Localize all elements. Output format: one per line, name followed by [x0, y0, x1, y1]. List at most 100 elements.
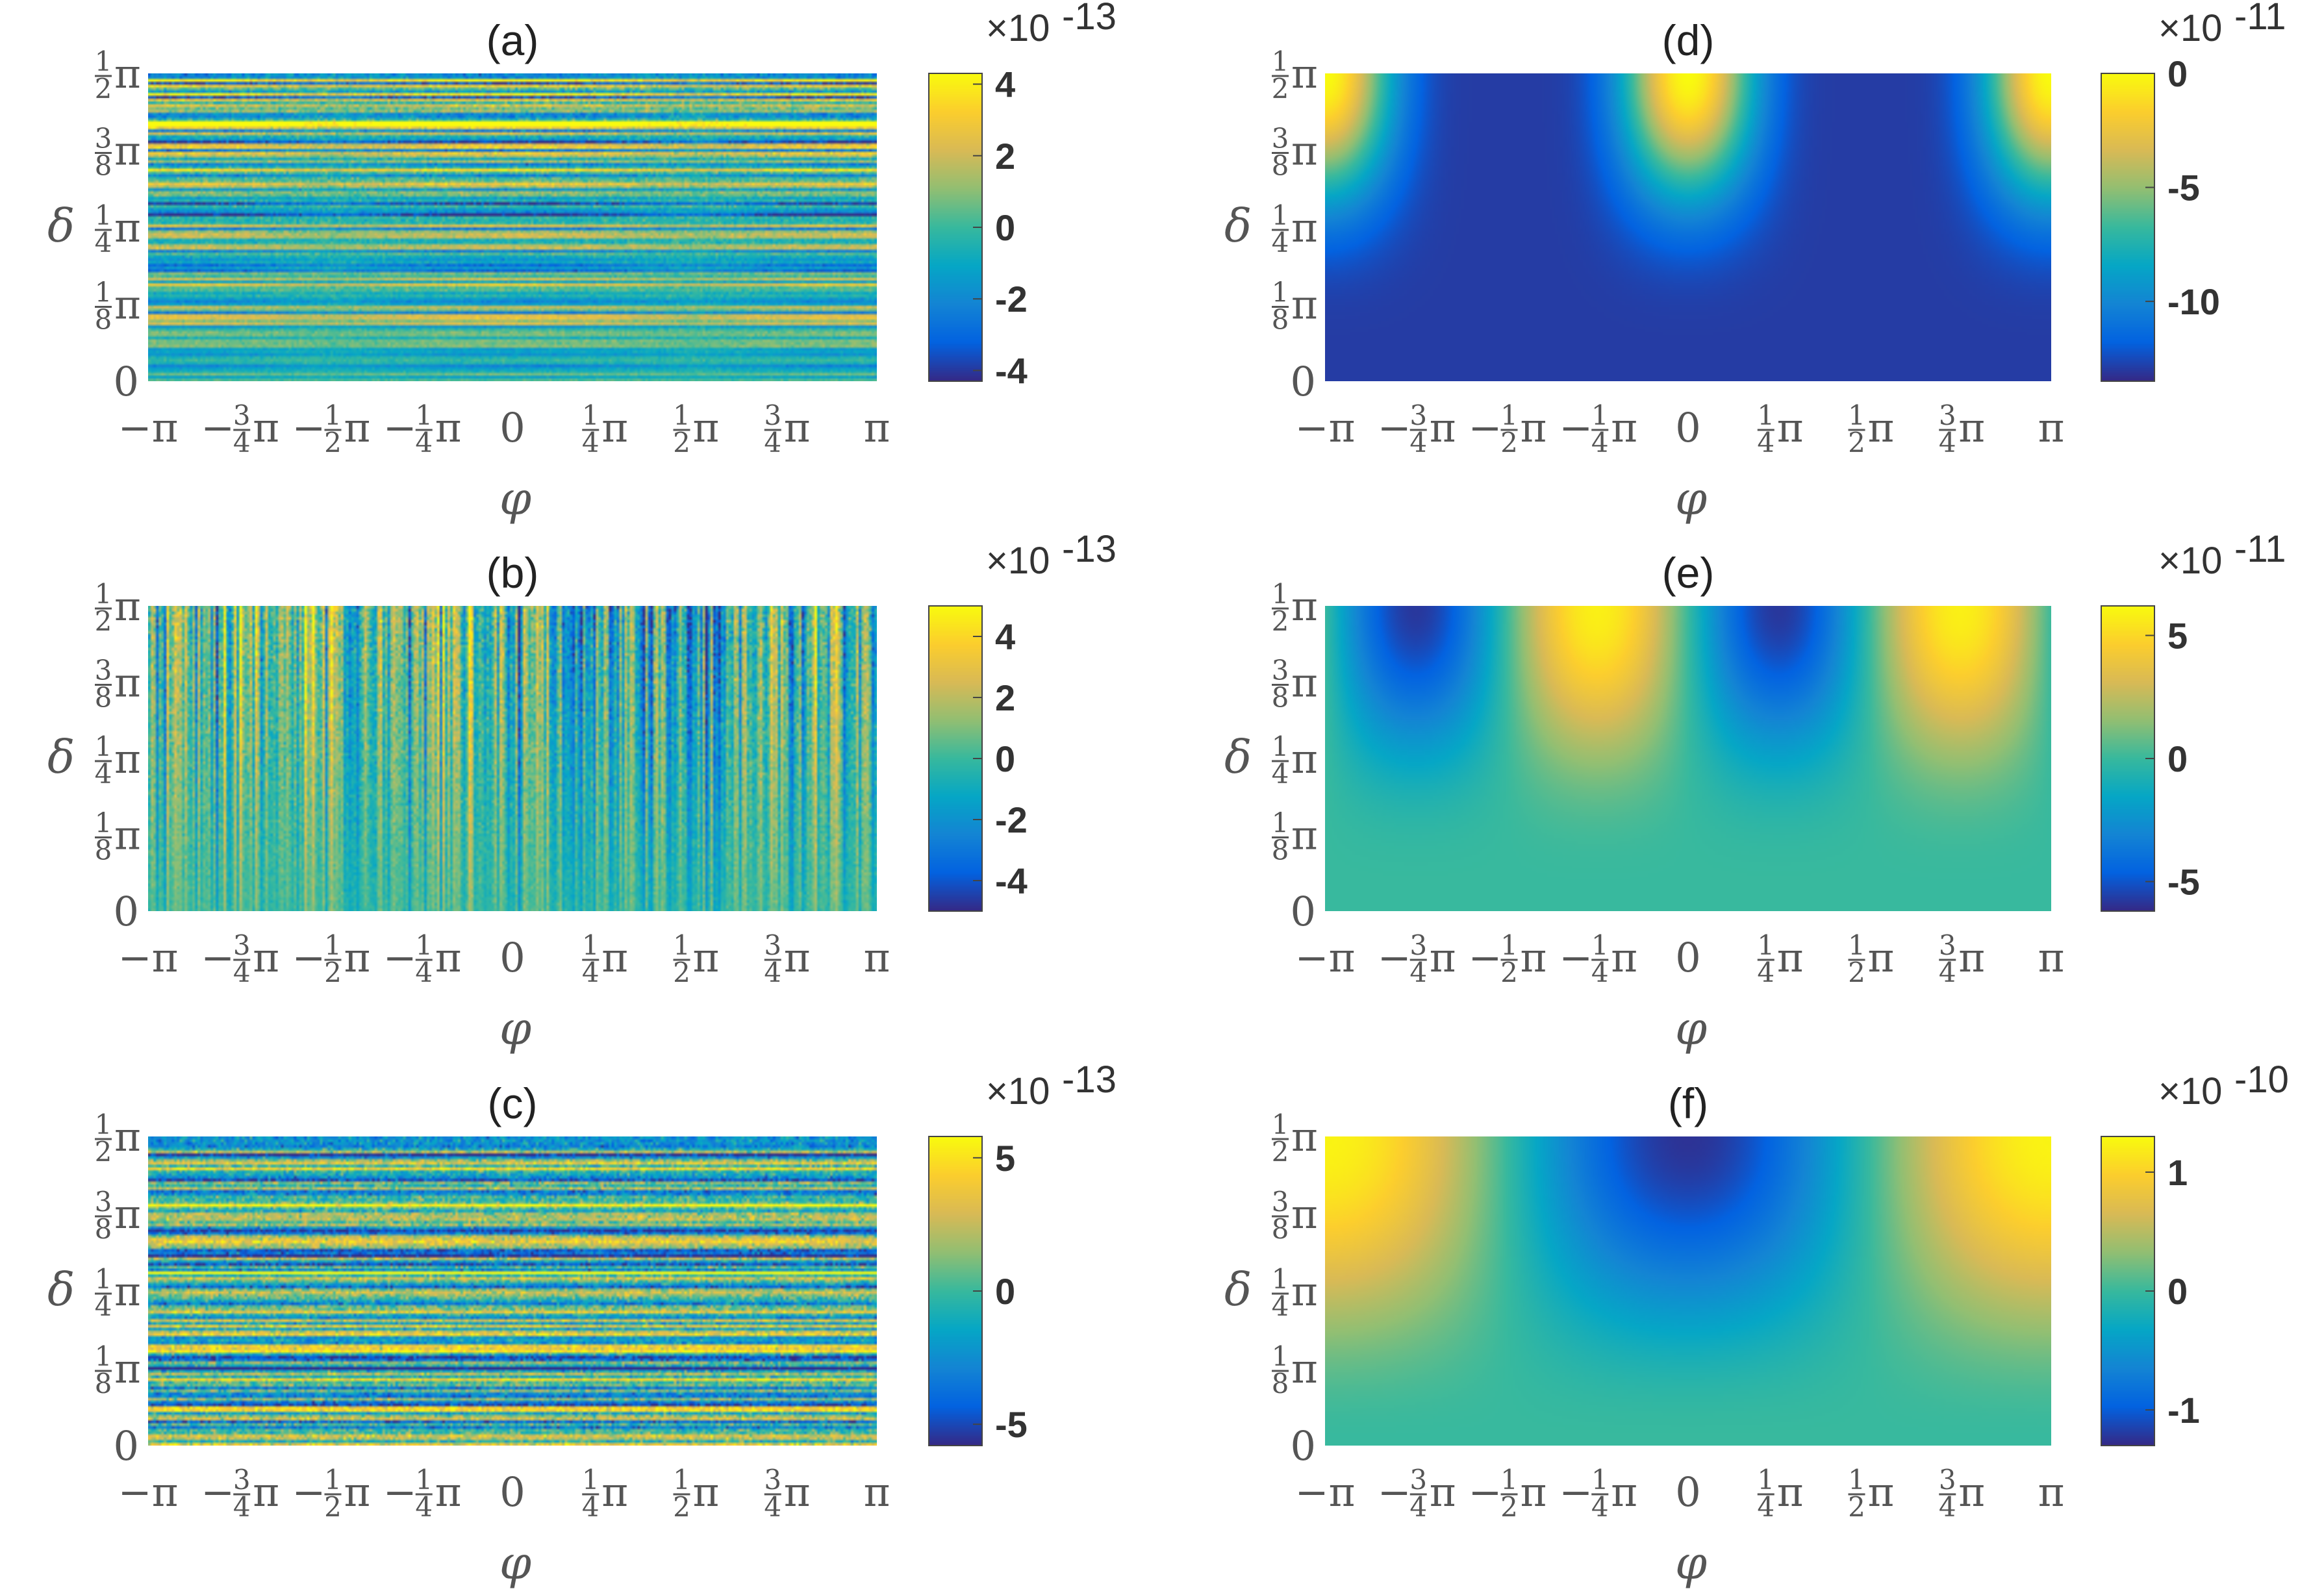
svg-text:×10: ×10	[2158, 1070, 2222, 1112]
svg-text:1: 1	[415, 1464, 433, 1496]
svg-text:−: −	[1469, 404, 1502, 451]
cb-tick-f-2: -1	[2167, 1390, 2200, 1431]
svg-text:1: 1	[324, 1464, 342, 1496]
svg-text:8: 8	[1272, 150, 1289, 182]
cb-tick-c-0: 5	[995, 1138, 1015, 1179]
svg-text:×10: ×10	[2158, 540, 2222, 582]
xtick-c-0: −π	[118, 1468, 179, 1516]
svg-text:π: π	[1291, 1268, 1318, 1315]
svg-text:1: 1	[1591, 1464, 1609, 1496]
svg-text:1: 1	[95, 1340, 112, 1372]
cb-exponent-c: ×10 -13	[986, 1059, 1117, 1112]
svg-text:3: 3	[95, 1186, 112, 1218]
svg-text:π: π	[114, 204, 141, 251]
svg-text:π: π	[864, 934, 890, 981]
cb-tick-b-3: -2	[995, 799, 1028, 840]
svg-text:π: π	[1291, 812, 1318, 859]
svg-text:2: 2	[324, 1491, 342, 1523]
xlabel-c: φ	[499, 1537, 531, 1590]
xlabel-b: φ	[499, 1002, 531, 1055]
xtick-e-7: 34 π	[1939, 929, 1985, 988]
svg-text:4: 4	[415, 957, 433, 988]
svg-text:π: π	[253, 404, 279, 451]
svg-text:−: −	[1469, 1468, 1502, 1516]
xtick-d-1: −34 π	[1378, 399, 1456, 458]
svg-text:π: π	[114, 1113, 141, 1160]
svg-text:1: 1	[1848, 929, 1865, 961]
svg-text:×10: ×10	[2158, 7, 2222, 49]
svg-text:π: π	[601, 1468, 628, 1516]
svg-text:8: 8	[1272, 1213, 1289, 1245]
svg-text:4: 4	[582, 427, 600, 458]
svg-text:π: π	[114, 281, 141, 329]
cb-tick-a-1: 2	[995, 136, 1015, 177]
svg-text:1: 1	[1757, 1464, 1775, 1496]
svg-text:-11: -11	[2234, 0, 2286, 38]
svg-text:π: π	[1521, 404, 1547, 451]
svg-text:1: 1	[95, 1109, 112, 1140]
svg-text:3: 3	[95, 655, 112, 686]
xtick-f-5: 14 π	[1757, 1464, 1803, 1523]
ytick-f-0: 0	[1291, 1422, 1316, 1470]
ylabel-b: δ	[47, 731, 75, 784]
svg-text:π: π	[693, 404, 720, 451]
heatmap-b	[148, 606, 877, 911]
svg-text:2: 2	[95, 605, 112, 637]
svg-text:π: π	[114, 812, 141, 859]
cb-tick-b-4: -4	[995, 860, 1028, 901]
svg-text:1: 1	[324, 399, 342, 431]
title-f: (f)	[1668, 1079, 1708, 1127]
svg-text:2: 2	[1272, 605, 1289, 637]
svg-text:2: 2	[1848, 427, 1865, 458]
svg-text:0: 0	[499, 1468, 525, 1516]
svg-text:1: 1	[1272, 45, 1289, 77]
svg-text:π: π	[1291, 583, 1318, 630]
svg-text:×10: ×10	[986, 7, 1050, 49]
svg-text:π: π	[1777, 934, 1804, 981]
svg-text:π: π	[601, 934, 628, 981]
svg-text:0: 0	[1291, 1422, 1316, 1470]
ytick-d-2: 14 π	[1272, 199, 1318, 258]
svg-text:π: π	[253, 1468, 279, 1516]
cb-tick-a-4: -4	[995, 350, 1028, 391]
svg-text:−: −	[1559, 404, 1593, 451]
svg-text:π: π	[1958, 1468, 1985, 1516]
svg-text:4: 4	[1272, 227, 1289, 258]
svg-text:1: 1	[673, 1464, 690, 1496]
svg-text:π: π	[435, 1468, 462, 1516]
svg-text:4: 4	[1939, 1491, 1956, 1523]
svg-text:0: 0	[1675, 404, 1700, 451]
cb-tick-e-2: -5	[2167, 862, 2200, 903]
svg-text:4: 4	[95, 1290, 112, 1322]
svg-text:1: 1	[415, 399, 433, 431]
svg-text:1: 1	[1272, 578, 1289, 610]
svg-text:4: 4	[1757, 1491, 1775, 1523]
svg-text:4: 4	[582, 1491, 600, 1523]
xtick-f-8: π	[2038, 1468, 2065, 1516]
xtick-b-3: −14 π	[383, 929, 462, 988]
svg-text:−: −	[1559, 1468, 1593, 1516]
svg-text:π: π	[1291, 50, 1318, 97]
svg-text:4: 4	[1591, 427, 1609, 458]
svg-text:π: π	[1958, 404, 1985, 451]
ylabel-e: δ	[1224, 731, 1252, 784]
xtick-e-4: 0	[1675, 934, 1700, 981]
xtick-d-3: −14 π	[1559, 399, 1637, 458]
cb-tick-e-1: 0	[2167, 738, 2188, 779]
svg-text:2: 2	[673, 957, 690, 988]
svg-text:4: 4	[764, 957, 781, 988]
svg-text:-11: -11	[2234, 528, 2286, 570]
cb-tick-d-1: -5	[2167, 168, 2200, 208]
svg-text:4: 4	[1409, 427, 1427, 458]
xtick-e-5: 14 π	[1757, 929, 1803, 988]
svg-text:4: 4	[1272, 1290, 1289, 1322]
svg-text:4: 4	[415, 427, 433, 458]
title-e: (e)	[1662, 549, 1715, 597]
svg-text:4: 4	[1939, 427, 1956, 458]
svg-text:0: 0	[499, 934, 525, 981]
svg-text:4: 4	[582, 957, 600, 988]
svg-text:π: π	[1611, 404, 1637, 451]
xtick-c-2: −12 π	[292, 1464, 371, 1523]
svg-text:1: 1	[1591, 399, 1609, 431]
ylabel-d: δ	[1224, 199, 1252, 253]
